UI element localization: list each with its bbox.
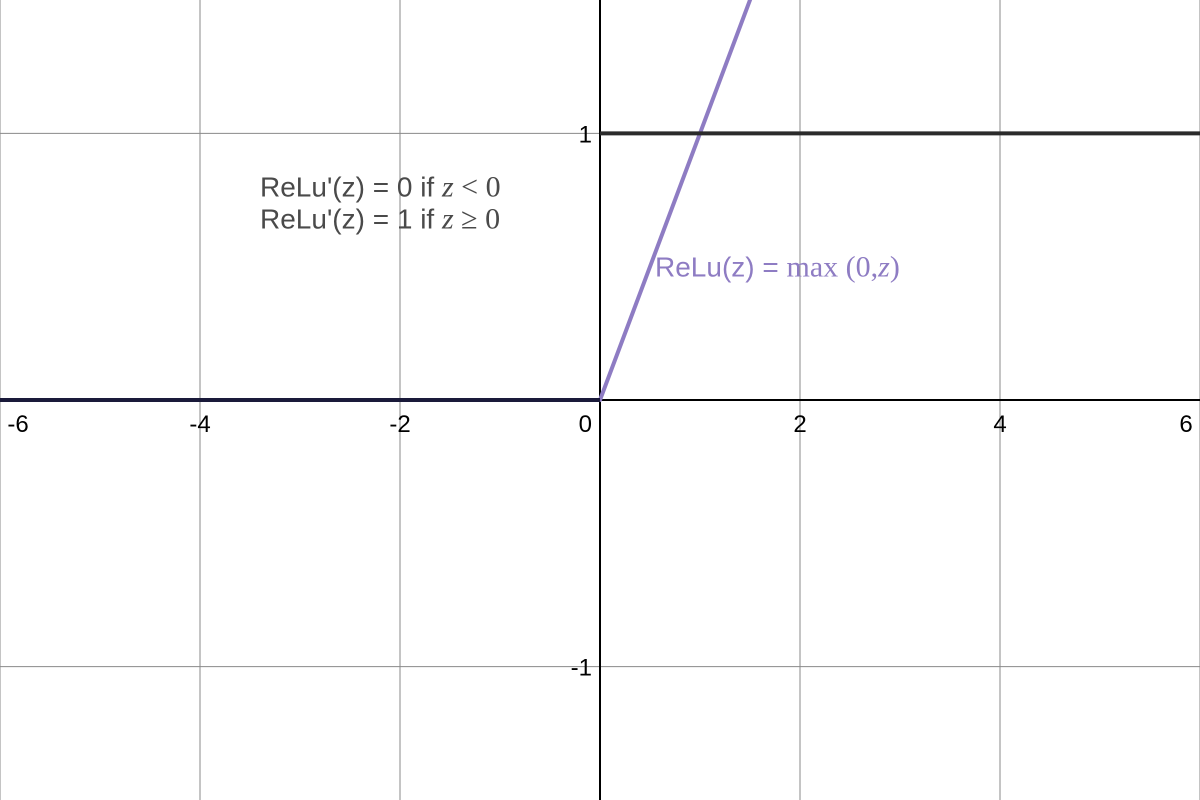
x-tick-label: 6 <box>1179 411 1192 438</box>
relu-function-name: max <box>787 251 839 284</box>
x-tick-label: -6 <box>7 411 28 438</box>
relu-prefix: ReLu(z) = <box>655 252 787 283</box>
tick-labels: -6 -4 -2 0 2 4 6 1 -1 <box>7 121 1192 681</box>
derivative-annotation: ReLu'(z) = 0 if z < 0 ReLu'(z) = 1 if z … <box>260 171 501 236</box>
relu-variable: z <box>877 251 890 284</box>
relu-annotation: ReLu(z) = max (0,z) <box>655 251 900 284</box>
series-lines <box>0 0 1200 402</box>
derivative-prefix: ReLu'(z) = 1 if <box>260 204 442 235</box>
x-tick-label: 2 <box>793 411 806 438</box>
y-tick-label: 1 <box>579 121 592 148</box>
derivative-condition: < 0 <box>454 171 501 204</box>
y-tick-label: -1 <box>571 655 592 682</box>
relu-close-paren: ) <box>890 251 900 284</box>
derivative-annotation-line: ReLu'(z) = 1 if z ≥ 0 <box>260 203 500 236</box>
derivative-variable: z <box>441 171 454 204</box>
x-tick-label: 0 <box>579 411 592 438</box>
derivative-condition: ≥ 0 <box>454 203 500 236</box>
derivative-annotation-line: ReLu'(z) = 0 if z < 0 <box>260 171 501 204</box>
x-tick-label: -4 <box>189 411 210 438</box>
x-tick-label: 4 <box>993 411 1006 438</box>
derivative-prefix: ReLu'(z) = 0 if <box>260 172 442 203</box>
derivative-variable: z <box>441 203 454 236</box>
relu-open-paren: (0, <box>838 251 878 284</box>
x-tick-label: -2 <box>389 411 410 438</box>
